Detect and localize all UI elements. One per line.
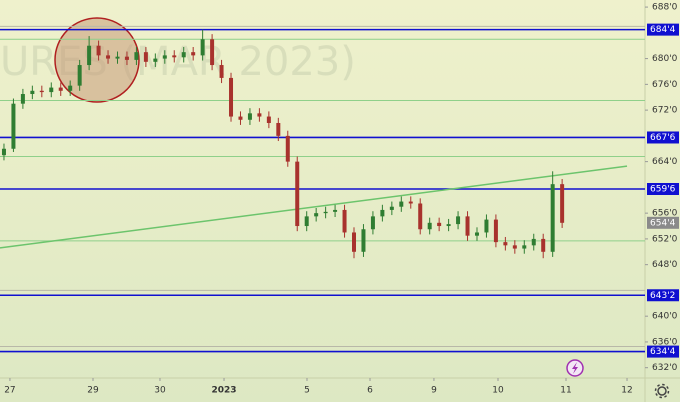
candle-body <box>229 77 234 117</box>
candle-body <box>153 58 158 62</box>
level-label-box <box>647 289 679 302</box>
candle-body <box>503 242 508 246</box>
candle-body <box>437 222 442 227</box>
candle-body <box>427 222 432 230</box>
x-tick-label: 9 <box>431 386 437 396</box>
candle-body <box>370 216 375 230</box>
candle-body <box>418 203 423 230</box>
candle-body <box>304 216 309 227</box>
y-tick-label: 664'0 <box>652 157 678 167</box>
level-label: 667'6 <box>650 133 676 143</box>
y-tick-label: 676'0 <box>652 80 678 90</box>
candle-body <box>106 55 111 59</box>
level-label-box <box>647 131 679 144</box>
candle-body <box>247 113 252 120</box>
y-tick-label: 656'0 <box>652 209 678 219</box>
y-tick-label: 680'0 <box>652 54 678 64</box>
candle-body <box>531 238 536 246</box>
watermark: URES (MAR 2023) <box>0 39 356 85</box>
candle-body <box>389 206 394 210</box>
candle-body <box>314 213 319 217</box>
candle-body <box>1 148 6 156</box>
candle-body <box>465 216 470 236</box>
level-label: 634'4 <box>650 347 676 357</box>
candle-body <box>380 209 385 217</box>
settings-icon[interactable] <box>654 383 670 399</box>
level-label: 643'2 <box>650 291 675 301</box>
candle-body <box>276 122 281 136</box>
y-tick-label: 636'0 <box>652 337 678 347</box>
candle-body <box>295 161 300 227</box>
candle-body <box>342 209 347 233</box>
candle-body <box>77 65 82 86</box>
level-label-box <box>647 23 679 36</box>
candle-body <box>143 52 148 62</box>
x-tick-label: 5 <box>304 386 310 396</box>
level-label: 684'4 <box>650 25 676 35</box>
candle-body <box>560 184 565 223</box>
candle-body <box>20 94 25 104</box>
level-label-box <box>647 345 679 358</box>
candle-body <box>474 232 479 236</box>
x-tick-label: 11 <box>560 386 571 396</box>
candle-body <box>257 113 262 117</box>
candle-body <box>456 216 461 225</box>
candle-body <box>124 56 129 60</box>
lightning-icon[interactable] <box>566 359 584 377</box>
candle-body <box>210 39 215 66</box>
candle-body <box>68 85 73 91</box>
candle-body <box>39 90 44 93</box>
candle-body <box>162 55 167 59</box>
candle-body <box>408 201 413 204</box>
candle-body <box>522 245 527 249</box>
x-tick-label: 2023 <box>211 386 236 396</box>
last-price-box <box>647 216 679 229</box>
candle-body <box>266 116 271 123</box>
candle-body <box>96 45 101 56</box>
candle-body <box>541 238 546 252</box>
candle-body <box>484 219 489 233</box>
candle-body <box>200 39 205 56</box>
x-tick-label: 6 <box>367 386 373 396</box>
candle-body <box>30 90 35 95</box>
candle-body <box>361 229 366 252</box>
y-tick-label: 652'0 <box>652 234 678 244</box>
candle-body <box>550 184 555 252</box>
y-tick-label: 640'0 <box>652 312 678 322</box>
last-price-label: 654'4 <box>650 218 676 228</box>
candle-body <box>172 55 177 58</box>
candle-body <box>191 52 196 56</box>
candle-body <box>219 65 224 78</box>
candle-body <box>323 211 328 214</box>
candle-body <box>238 116 243 120</box>
candle-body <box>11 103 16 149</box>
candle-body <box>181 52 186 58</box>
candle-body <box>399 201 404 207</box>
y-tick-label: 648'0 <box>652 260 678 270</box>
candle-body <box>87 45 92 66</box>
candle-body <box>493 219 498 243</box>
candle-body <box>512 245 517 249</box>
candle-body <box>115 56 120 59</box>
trend-line <box>0 165 628 249</box>
candle-body <box>58 87 63 91</box>
y-tick-label: 632'0 <box>652 363 678 373</box>
x-tick-label: 12 <box>621 386 632 396</box>
candle-body <box>49 87 54 93</box>
highlight-circle <box>54 17 140 103</box>
x-tick-label: 27 <box>4 386 15 396</box>
x-tick-label: 30 <box>154 386 166 396</box>
candle-body <box>285 135 290 162</box>
x-tick-label: 10 <box>492 386 504 396</box>
level-label: 659'6 <box>650 185 676 195</box>
candle-body <box>446 224 451 227</box>
candle-body <box>352 232 357 252</box>
y-tick-label: 672'0 <box>652 106 678 116</box>
y-tick-label: 688'0 <box>652 3 678 13</box>
x-tick-label: 29 <box>87 386 99 396</box>
level-label-box <box>647 183 679 195</box>
candle-body <box>333 209 338 212</box>
candle-body <box>134 52 139 60</box>
